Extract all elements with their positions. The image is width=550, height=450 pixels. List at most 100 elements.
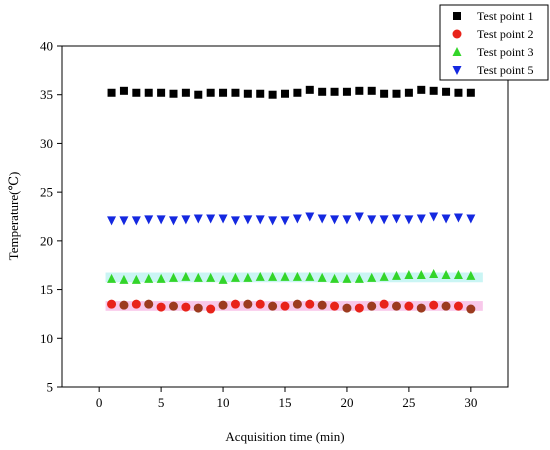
- data-point: [416, 303, 426, 313]
- data-point: [330, 215, 340, 225]
- data-point: [230, 216, 240, 226]
- data-point: [280, 301, 290, 311]
- data-point: [156, 273, 166, 283]
- data-point: [404, 301, 414, 311]
- data-point: [416, 269, 426, 279]
- data-point: [354, 303, 364, 313]
- data-point: [107, 299, 117, 309]
- data-point: [243, 272, 253, 282]
- series-3: [107, 268, 476, 284]
- data-point: [404, 88, 413, 97]
- data-point: [119, 300, 129, 310]
- legend-label: Test point 2: [477, 27, 534, 41]
- data-point: [342, 303, 352, 313]
- data-point: [380, 89, 389, 98]
- data-point: [243, 215, 253, 225]
- data-point: [442, 87, 451, 96]
- data-point: [119, 274, 129, 284]
- y-tick-label: 25: [40, 185, 53, 200]
- x-axis-title: Acquisition time (min): [225, 429, 344, 444]
- data-point: [367, 215, 377, 225]
- data-point: [429, 212, 439, 222]
- data-point: [243, 89, 252, 98]
- data-point: [280, 216, 290, 226]
- data-point: [281, 89, 289, 98]
- data-point: [466, 214, 476, 224]
- data-point: [305, 271, 315, 281]
- x-tick-label: 15: [279, 395, 292, 410]
- series-1: [107, 85, 475, 99]
- data-point: [317, 214, 327, 224]
- x-tick-label: 25: [402, 395, 415, 410]
- data-point: [305, 85, 314, 94]
- data-point: [268, 271, 278, 281]
- data-point: [293, 88, 302, 97]
- data-point: [379, 271, 389, 281]
- data-point: [144, 299, 154, 309]
- data-point: [379, 215, 389, 225]
- data-point: [144, 88, 153, 97]
- y-tick-label: 30: [40, 136, 53, 151]
- data-point: [429, 268, 439, 278]
- y-tick-label: 40: [40, 39, 53, 54]
- data-point: [193, 303, 203, 313]
- data-point: [441, 301, 451, 311]
- data-point: [231, 88, 240, 97]
- y-tick-label: 15: [40, 282, 53, 297]
- data-point: [268, 301, 278, 311]
- x-tick-label: 20: [340, 395, 353, 410]
- y-axis-title: Temperature(℃): [6, 172, 21, 261]
- data-point: [181, 271, 191, 281]
- data-point: [354, 273, 364, 283]
- y-tick-label: 35: [40, 87, 53, 102]
- data-point: [379, 299, 389, 309]
- data-point: [255, 215, 265, 225]
- data-point: [194, 90, 203, 99]
- data-point: [156, 215, 166, 225]
- data-point: [354, 212, 364, 222]
- data-point: [193, 214, 203, 224]
- x-tick-label: 10: [217, 395, 230, 410]
- series-4: [107, 212, 476, 226]
- data-point: [441, 269, 451, 279]
- data-point: [404, 215, 414, 225]
- data-point: [466, 304, 476, 314]
- data-point: [193, 272, 203, 282]
- data-point: [330, 301, 340, 311]
- data-point: [119, 86, 128, 95]
- y-axis-ticks: 5 10 15 20 25 30 35 40: [40, 39, 62, 395]
- data-point: [317, 272, 327, 282]
- data-point: [181, 302, 191, 312]
- data-point: [131, 299, 141, 309]
- data-point: [169, 272, 178, 282]
- data-point: [429, 300, 439, 310]
- x-tick-label: 30: [464, 395, 477, 410]
- legend: Test point 1 Test point 2 Test point 3 Test…: [439, 4, 549, 81]
- data-point: [230, 272, 240, 282]
- data-point: [417, 85, 426, 94]
- legend-marker: [452, 29, 462, 39]
- data-point: [169, 89, 178, 98]
- data-point: [330, 87, 339, 96]
- data-point: [119, 216, 129, 226]
- data-point: [355, 86, 364, 95]
- data-point: [169, 216, 178, 226]
- legend-label: Test point 1: [477, 9, 534, 23]
- data-point: [144, 215, 154, 225]
- data-point: [218, 274, 228, 284]
- data-point: [317, 300, 327, 310]
- data-point: [454, 88, 463, 97]
- data-point: [392, 301, 401, 311]
- data-point: [429, 86, 438, 95]
- data-point: [305, 299, 315, 309]
- data-point: [268, 216, 278, 226]
- series-2: [107, 299, 476, 314]
- y-tick-label: 20: [40, 233, 53, 248]
- data-point: [466, 88, 475, 97]
- data-point: [206, 214, 216, 224]
- data-point: [144, 273, 154, 283]
- data-point: [230, 299, 240, 309]
- data-point: [268, 90, 277, 99]
- data-point: [330, 273, 340, 283]
